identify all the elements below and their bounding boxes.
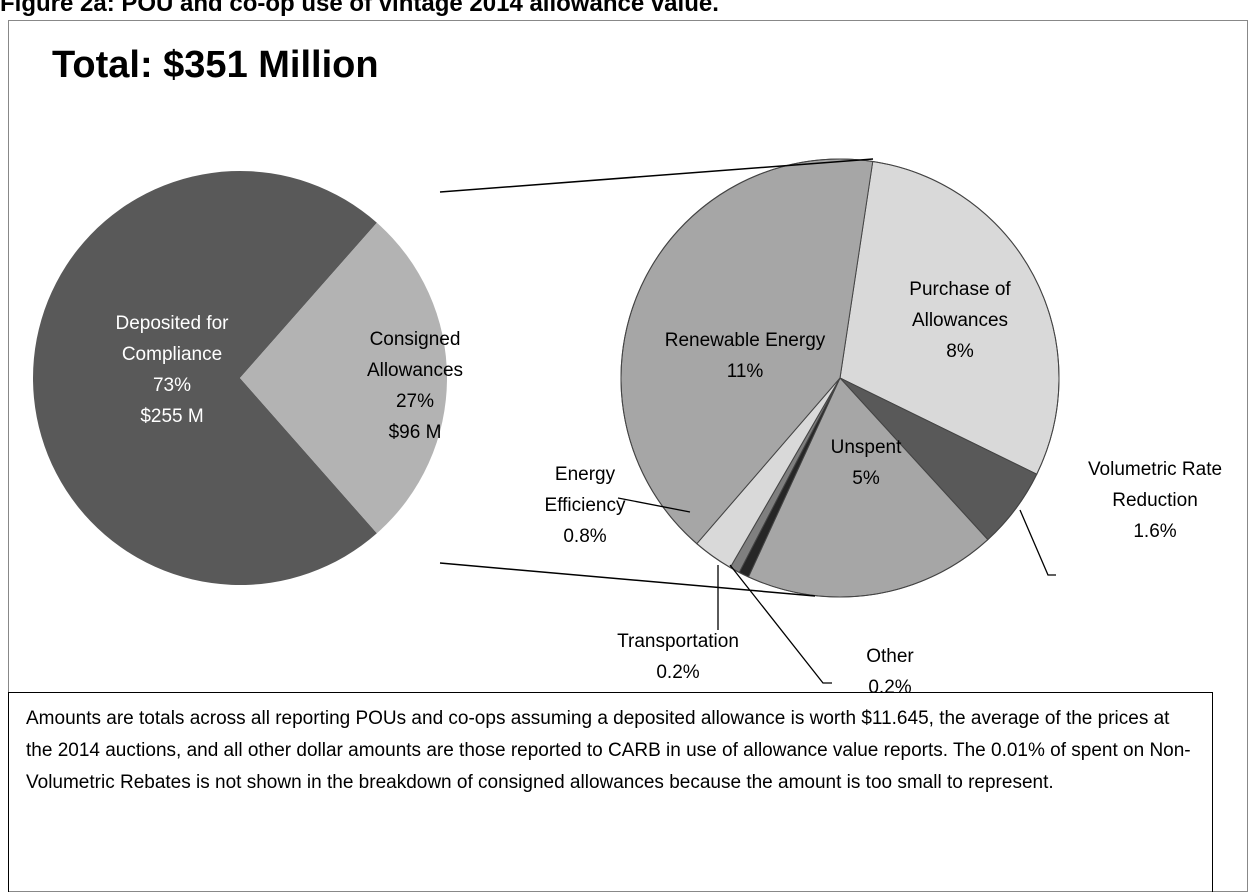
slice-name: Transportation [617, 631, 739, 652]
slice-name: Purchase of Allowances [909, 279, 1011, 331]
leader-line [729, 564, 832, 684]
slice-value: $255 M [140, 406, 204, 427]
slice-name: Deposited for Compliance [115, 313, 229, 365]
connector [439, 158, 874, 193]
slice-label: Renewable Energy 11% [640, 325, 850, 387]
leader-line [1019, 509, 1056, 576]
slice-value: 27% [395, 391, 435, 412]
slice-label: Consigned Allowances 27% $96 M [340, 324, 490, 448]
chart-title: Total: $351 Million [52, 44, 379, 86]
slice-value: 0.2% [656, 662, 700, 683]
slice-value: 0.8% [563, 526, 607, 547]
slice-value: 11% [726, 361, 764, 382]
slice-name: Unspent [830, 437, 902, 458]
slice-label: Unspent 5% [806, 432, 926, 494]
slice-name: Volumetric Rate Reduction [1087, 459, 1223, 511]
slice-label: Volumetric Rate Reduction 1.6% [1065, 454, 1245, 547]
slice-value: $96 M [388, 422, 442, 443]
note: Amounts are totals across all reporting … [8, 692, 1213, 892]
slice-value: 8% [946, 341, 974, 362]
pie-outline [620, 158, 1060, 598]
leader-line [617, 497, 691, 513]
pie-slice [33, 171, 377, 586]
connector [439, 562, 816, 597]
slice-value: 0.2% [868, 677, 912, 698]
pies [33, 158, 1060, 598]
slice-name: Consigned Allowances [366, 329, 464, 381]
slice-label: Energy Efficiency 0.8% [530, 459, 640, 552]
pie-slice [240, 222, 448, 534]
slice-label: Purchase of Allowances 8% [880, 274, 1040, 367]
slice-name: Renewable Energy [664, 330, 826, 351]
slice-name: Energy Efficiency [544, 464, 626, 516]
figure-title: Figure 2a: POU and co-op use of vintage … [0, 0, 719, 17]
slice-label: Other 0.2% [840, 641, 940, 703]
slice-name: Other [866, 646, 914, 667]
slice-label: Transportation 0.2% [588, 626, 768, 688]
slice-value: 5% [852, 468, 880, 489]
slice-value: 1.6% [1133, 521, 1177, 542]
slice-value: 73% [152, 375, 192, 396]
slice-label: Deposited for Compliance 73% $255 M [87, 308, 257, 432]
